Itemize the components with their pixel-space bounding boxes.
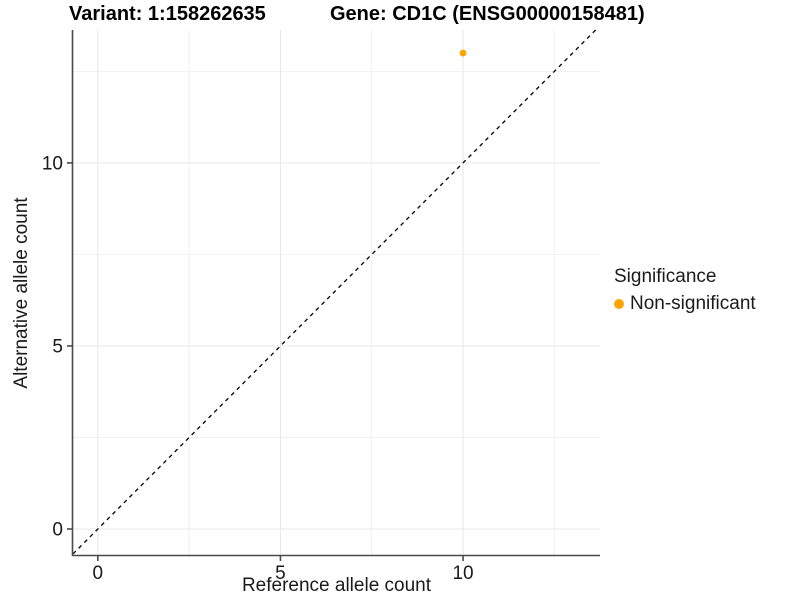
y-tick-label: 0 xyxy=(52,520,63,541)
y-tick-label: 10 xyxy=(42,153,63,174)
identity-dashed-line xyxy=(72,29,597,555)
x-axis-label: Reference allele count xyxy=(241,575,432,596)
data-point xyxy=(459,49,467,57)
x-tick-label: 5 xyxy=(275,563,286,584)
x-tick-label: 0 xyxy=(93,563,104,584)
legend-title: Significance xyxy=(614,266,717,287)
y-tick-label: 5 xyxy=(52,336,63,357)
legend-item: Non-significant xyxy=(614,293,756,315)
point-marker-icon xyxy=(614,299,624,309)
x-tick-label: 10 xyxy=(452,563,473,584)
legend-item-label: Non-significant xyxy=(630,293,756,314)
plot-title-variant: Variant: 1:158262635 xyxy=(69,3,266,25)
y-axis-label: Alternative allele count xyxy=(11,197,32,389)
legend: Significance Non-significant xyxy=(614,266,756,315)
plot-title-gene: Gene: CD1C (ENSG00000158481) xyxy=(330,3,645,25)
